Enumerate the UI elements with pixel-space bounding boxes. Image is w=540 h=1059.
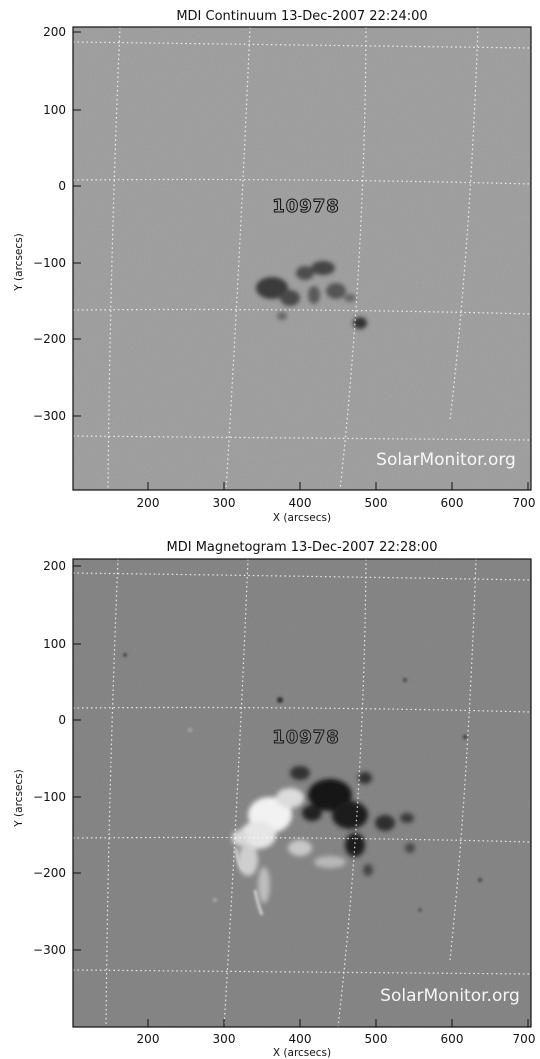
magnetogram-watermark: SolarMonitor.org: [380, 986, 520, 1006]
y-tick-label: −100: [33, 256, 66, 270]
magnetogram-panel: MDI Magnetogram 13-Dec-2007 22:28:00 109…: [0, 530, 540, 1059]
x-tick-label: 600: [441, 1032, 464, 1046]
negative-polarity-region: [290, 766, 415, 876]
continuum-panel: MDI Continuum 13-Dec-2007 22:24:00 10978…: [0, 0, 540, 525]
magnetogram-x-tick-labels: 200 300 400 500 600 700: [137, 1032, 536, 1046]
continuum-region-label: 10978: [272, 196, 340, 217]
x-tick-label: 600: [441, 496, 464, 510]
x-tick-label: 500: [365, 1032, 388, 1046]
y-tick-label: −200: [33, 332, 66, 346]
y-tick-label: −300: [33, 943, 66, 957]
magnetogram-y-tick-labels: 200 100 0 −100 −200 −300: [33, 559, 66, 957]
continuum-image: [73, 27, 531, 490]
x-tick-label: 200: [137, 496, 160, 510]
magnetogram-tick-marks: [73, 565, 529, 1027]
y-tick-label: 200: [43, 25, 66, 39]
magnetogram-y-axis-label: Y (arcsecs): [13, 769, 25, 827]
continuum-y-axis-label: Y (arcsecs): [13, 233, 25, 291]
magnetogram-figure: MDI Magnetogram 13-Dec-2007 22:28:00 109…: [13, 540, 536, 1059]
y-tick-label: 100: [43, 103, 66, 117]
magnetogram-image: [73, 559, 531, 1027]
y-tick-label: −300: [33, 409, 66, 423]
continuum-grid: [72, 26, 532, 491]
x-tick-label: 300: [213, 1032, 236, 1046]
magnetogram-plot-frame: [72, 558, 532, 1028]
x-tick-label: 700: [513, 1032, 536, 1046]
x-tick-label: 300: [213, 496, 236, 510]
x-tick-label: 400: [289, 496, 312, 510]
sunspot-group: [256, 261, 367, 329]
y-tick-label: 0: [58, 713, 66, 727]
continuum-x-tick-labels: 200 300 400 500 600 700: [137, 496, 536, 510]
y-tick-label: 100: [43, 637, 66, 651]
continuum-watermark: SolarMonitor.org: [376, 450, 516, 470]
continuum-plot-frame: [72, 26, 532, 491]
continuum-figure: MDI Continuum 13-Dec-2007 22:24:00 10978…: [13, 9, 536, 524]
continuum-x-axis-label: X (arcsecs): [273, 512, 331, 524]
y-tick-label: 0: [58, 179, 66, 193]
continuum-title: MDI Continuum 13-Dec-2007 22:24:00: [176, 9, 427, 24]
y-tick-label: −100: [33, 790, 66, 804]
y-tick-label: 200: [43, 559, 66, 573]
magnetogram-region-label: 10978: [272, 727, 340, 748]
x-tick-label: 400: [289, 1032, 312, 1046]
x-tick-label: 500: [365, 496, 388, 510]
y-tick-label: −200: [33, 866, 66, 880]
magnetogram-x-axis-label: X (arcsecs): [273, 1047, 331, 1059]
magnetogram-title: MDI Magnetogram 13-Dec-2007 22:28:00: [167, 540, 438, 555]
x-tick-label: 200: [137, 1032, 160, 1046]
x-tick-label: 700: [513, 496, 536, 510]
flux-specks: [123, 653, 482, 912]
continuum-tick-marks: [73, 31, 529, 490]
continuum-y-tick-labels: 200 100 0 −100 −200 −300: [33, 25, 66, 423]
magnetogram-grid: [72, 558, 532, 1028]
positive-polarity-region: [232, 788, 346, 903]
